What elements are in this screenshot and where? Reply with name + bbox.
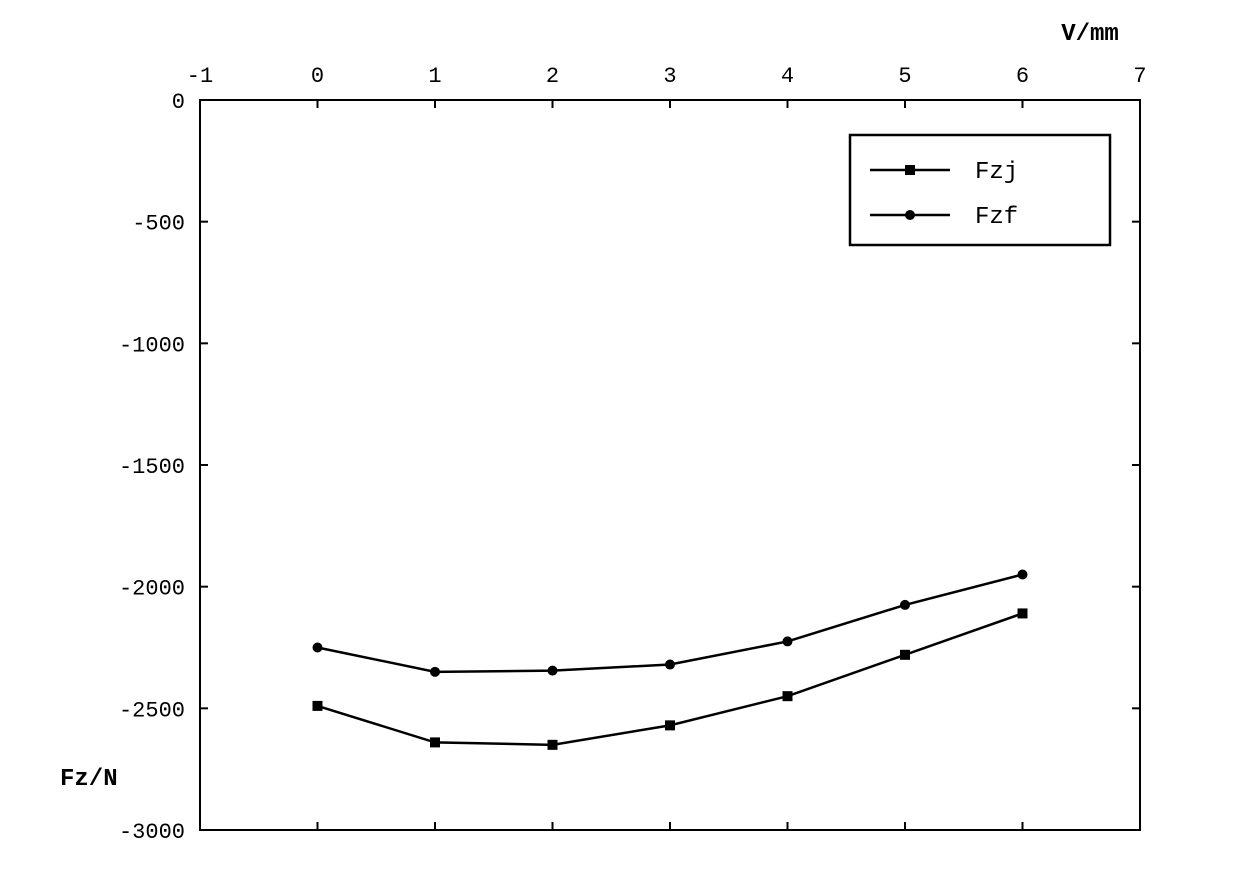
y-axis-label: Fz/N (60, 766, 118, 793)
y-tick-label: -2500 (119, 698, 185, 723)
x-tick-label: 1 (428, 64, 441, 89)
series-line-fzf (318, 575, 1023, 672)
y-tick-label: -2000 (119, 577, 185, 602)
x-tick-label: -1 (187, 64, 213, 89)
chart-container: -101234567V/mm0-500-1000-1500-2000-2500-… (0, 0, 1240, 875)
marker-dot (313, 643, 323, 653)
marker-square (548, 740, 558, 750)
legend-marker-dot (905, 210, 915, 220)
marker-dot (665, 660, 675, 670)
marker-square (430, 737, 440, 747)
x-tick-label: 2 (546, 64, 559, 89)
x-tick-label: 5 (898, 64, 911, 89)
chart-svg: -101234567V/mm0-500-1000-1500-2000-2500-… (0, 0, 1240, 875)
y-tick-label: -1000 (119, 333, 185, 358)
marker-dot (548, 666, 558, 676)
marker-dot (900, 600, 910, 610)
x-tick-label: 6 (1016, 64, 1029, 89)
marker-dot (1018, 570, 1028, 580)
marker-square (313, 701, 323, 711)
marker-square (900, 650, 910, 660)
y-tick-label: -1500 (119, 455, 185, 480)
marker-square (1018, 608, 1028, 618)
y-tick-label: 0 (172, 90, 185, 115)
x-tick-label: 3 (663, 64, 676, 89)
legend-marker-square (905, 165, 915, 175)
legend-label: Fzf (975, 204, 1018, 231)
legend-label: Fzj (975, 159, 1018, 186)
marker-dot (430, 667, 440, 677)
marker-dot (783, 636, 793, 646)
x-tick-label: 0 (311, 64, 324, 89)
x-axis-label: V/mm (1061, 21, 1119, 48)
marker-square (665, 720, 675, 730)
y-tick-label: -500 (132, 212, 185, 237)
x-tick-label: 7 (1133, 64, 1146, 89)
y-tick-label: -3000 (119, 820, 185, 845)
x-tick-label: 4 (781, 64, 794, 89)
marker-square (783, 691, 793, 701)
